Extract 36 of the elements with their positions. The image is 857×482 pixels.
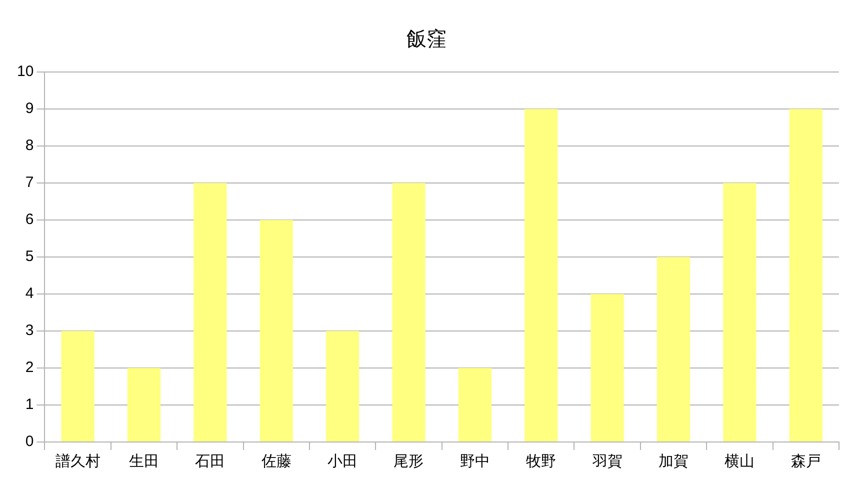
bar	[61, 331, 94, 442]
bar	[194, 183, 227, 442]
bar	[723, 183, 756, 442]
x-tick-label: 尾形	[394, 453, 424, 470]
y-tick-label: 3	[25, 322, 34, 340]
bar	[392, 183, 426, 442]
x-tick-label: 佐藤	[261, 453, 292, 470]
y-tick-label: 0	[25, 433, 34, 450]
y-tick-label: 8	[25, 137, 34, 154]
bar	[524, 109, 558, 442]
bar	[458, 368, 492, 442]
y-tick-label: 5	[25, 248, 34, 266]
bar	[656, 257, 690, 442]
x-tick-label: 横山	[724, 453, 755, 470]
bar	[260, 220, 293, 442]
x-tick-label: 小田	[328, 453, 358, 470]
bar	[127, 368, 161, 442]
x-tick-label: 野中	[460, 453, 490, 470]
y-tick-label: 2	[25, 359, 34, 376]
x-tick-label: 羽賀	[591, 453, 622, 470]
x-tick-label: 加賀	[658, 453, 689, 470]
x-tick-label: 譜久村	[55, 453, 100, 470]
y-tick-label: 4	[25, 285, 34, 302]
bar	[326, 331, 360, 442]
y-tick-label: 1	[25, 396, 34, 414]
x-tick-label: 石田	[195, 453, 226, 470]
bar	[590, 294, 624, 442]
x-tick-label: 生田	[128, 453, 159, 470]
y-tick-label: 9	[25, 100, 34, 118]
y-tick-label: 6	[25, 211, 34, 228]
bar	[789, 109, 822, 442]
y-tick-label: 7	[25, 174, 34, 192]
y-tick-label: 10	[16, 63, 34, 80]
x-tick-label: 牧野	[526, 453, 556, 470]
x-tick-label: 森戸	[790, 453, 821, 470]
chart-title: 飯窪	[406, 28, 446, 51]
